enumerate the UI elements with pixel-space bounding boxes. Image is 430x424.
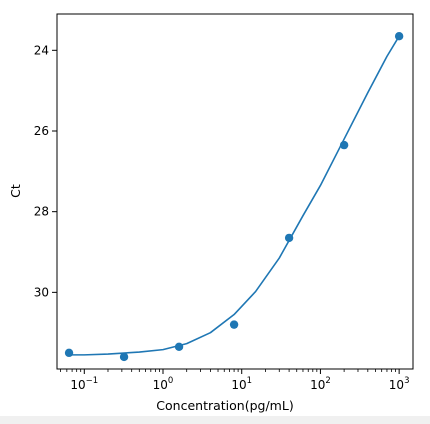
y-tick-label: 24 — [34, 43, 49, 57]
x-tick-label: 103 — [389, 376, 410, 392]
data-point — [174, 342, 184, 352]
x-tick-label: 10−1 — [70, 376, 98, 392]
y-tick-label: 28 — [34, 205, 49, 219]
y-tick-label: 26 — [34, 124, 49, 138]
data-point — [229, 320, 239, 329]
y-axis-label: Ct — [8, 184, 23, 198]
x-axis-label: Concentration(pg/mL) — [156, 398, 293, 413]
y-tick-label: 30 — [34, 285, 49, 299]
data-point — [284, 233, 294, 243]
data-point — [394, 31, 404, 41]
data-point — [119, 352, 129, 362]
data-point — [339, 140, 349, 150]
plot-frame — [56, 13, 414, 370]
x-axis: 10−1 100 101 102 103 — [60, 369, 410, 392]
x-tick-label: 102 — [310, 376, 331, 392]
y-axis: 24 26 28 30 — [34, 43, 57, 299]
x-tick-label: 100 — [153, 376, 174, 392]
x-tick-label: 101 — [231, 376, 252, 392]
plot-area — [56, 13, 414, 370]
fit-curve-line — [69, 35, 400, 356]
bottom-strip — [0, 416, 430, 424]
data-point — [64, 348, 74, 358]
